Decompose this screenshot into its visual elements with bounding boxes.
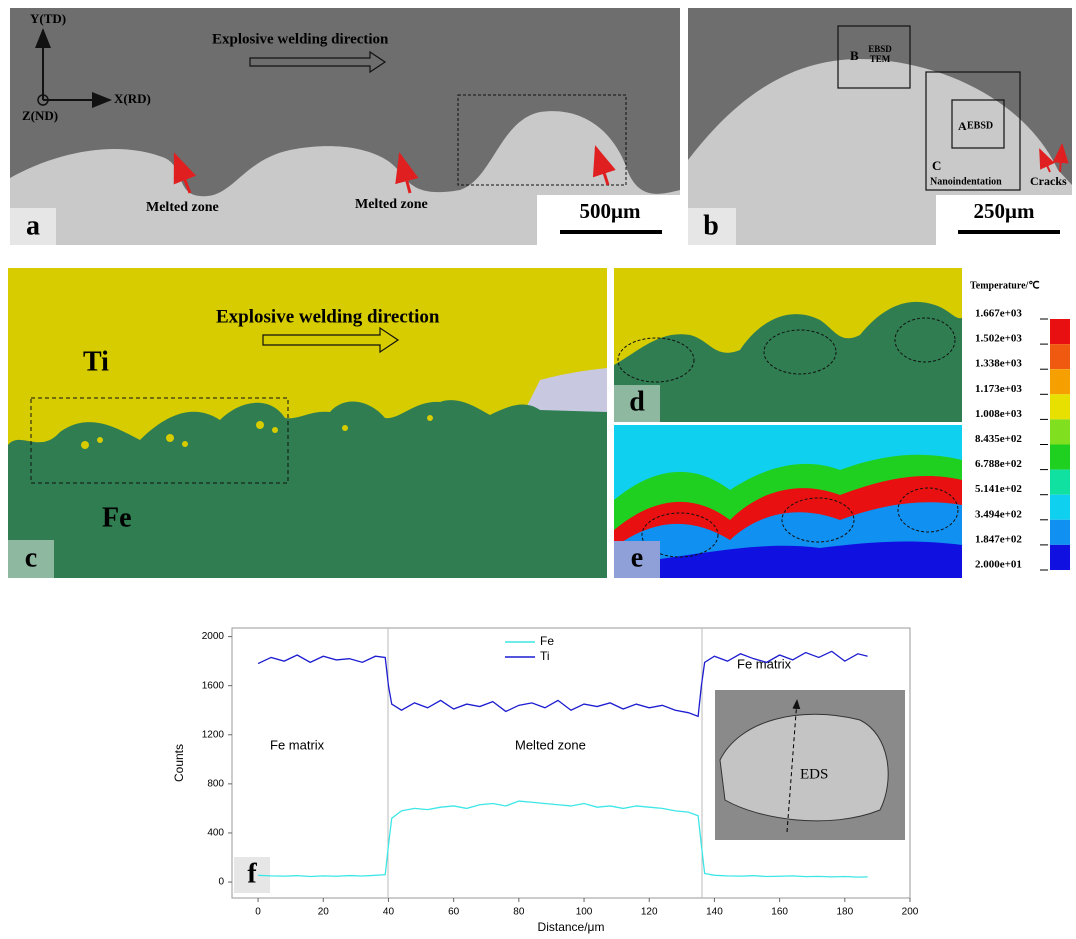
colorbar-label: 1.502e+03 <box>975 333 1022 345</box>
colorbar-label: 2.000e+01 <box>975 559 1022 571</box>
x-tick-label: 80 <box>513 907 525 918</box>
region-letter: B <box>850 48 859 63</box>
panel-letter: a <box>26 210 40 241</box>
colorbar-swatch <box>1050 419 1070 444</box>
colorbar-label: 5.141e+02 <box>975 483 1022 495</box>
colorbar-swatch <box>1050 470 1070 495</box>
sim-fe <box>8 400 607 578</box>
inset-label: EDS <box>800 766 828 782</box>
x-tick-label: 160 <box>771 907 788 918</box>
scale-label: 500μm <box>580 199 641 223</box>
annotation: Fe matrix <box>737 656 792 671</box>
colorbar-label: 1.338e+03 <box>975 358 1022 370</box>
colorbar-swatch <box>1050 520 1070 545</box>
panel-letter: f <box>247 858 257 889</box>
page: { "panel_a": {"letter": "a", "axis_y": "… <box>0 0 1076 939</box>
region-label: EBSD <box>868 44 892 54</box>
region-label: Fe <box>102 502 132 533</box>
region-letter: C <box>932 158 941 173</box>
x-tick-label: 120 <box>641 907 658 918</box>
region-letter: A <box>958 119 967 133</box>
panel-b: B EBSD TEM A EBSD C Nanoindentation Crac… <box>688 8 1072 245</box>
x-tick-label: 40 <box>383 907 395 918</box>
x-tick-label: 100 <box>576 907 593 918</box>
colorbar-swatch <box>1050 545 1070 570</box>
axis-label: Z(ND) <box>22 108 58 123</box>
colorbar-label: 1.008e+03 <box>975 408 1022 420</box>
direction-label: Explosive welding direction <box>216 306 440 327</box>
x-tick-label: 60 <box>448 907 460 918</box>
figure: Y(TD) X(RD) Z(ND) Explosive welding dire… <box>0 0 1076 939</box>
y-tick-label: 1600 <box>202 680 225 691</box>
panel-d: d <box>614 268 962 422</box>
x-tick-label: 200 <box>902 907 919 918</box>
panel-letter: d <box>629 386 645 417</box>
colorbar: Temperature/℃ 1.667e+03 1.502e+03 1.338e+0… <box>970 280 1070 570</box>
y-tick-label: 800 <box>207 779 224 790</box>
inset: EDS <box>715 690 905 840</box>
colorbar-label: 1.847e+02 <box>975 533 1022 545</box>
legend-label: Fe <box>540 634 554 648</box>
y-tick-label: 0 <box>218 877 224 888</box>
y-axis-label: Counts <box>172 744 186 782</box>
colorbar-swatch <box>1050 369 1070 394</box>
colorbar-swatch <box>1050 319 1070 344</box>
panel-c: Explosive welding direction Ti Fe c <box>8 268 607 578</box>
colorbar-label: 1.667e+03 <box>975 308 1022 320</box>
x-tick-label: 180 <box>836 907 853 918</box>
annotation: Melted zone <box>355 197 428 212</box>
panel-f: Counts Distance/μm Fe matrix Melted zone… <box>172 628 919 934</box>
y-tick-label: 1200 <box>202 729 225 740</box>
colorbar-swatch <box>1050 394 1070 419</box>
panel-a: Y(TD) X(RD) Z(ND) Explosive welding dire… <box>10 8 680 245</box>
colorbar-label: 8.435e+02 <box>975 433 1022 445</box>
region-label: TEM <box>870 54 891 64</box>
region-label: Ti <box>83 346 109 377</box>
region-label: EBSD <box>967 120 993 131</box>
annotation: Fe matrix <box>270 737 325 752</box>
y-tick-label: 400 <box>207 828 224 839</box>
scale-label: 250μm <box>974 199 1035 223</box>
colorbar-label: 3.494e+02 <box>975 508 1022 520</box>
axis-label: Y(TD) <box>30 11 66 26</box>
colorbar-swatch <box>1050 445 1070 470</box>
x-tick-label: 140 <box>706 907 723 918</box>
panel-letter: e <box>631 542 643 573</box>
direction-label: Explosive welding direction <box>212 31 389 47</box>
colorbar-title: Temperature/℃ <box>970 280 1040 291</box>
colorbar-swatch <box>1050 344 1070 369</box>
legend-label: Ti <box>540 649 550 663</box>
colorbar-label: 1.173e+03 <box>975 383 1022 395</box>
colorbar-swatch <box>1050 495 1070 520</box>
panel-letter: b <box>703 210 719 241</box>
x-tick-label: 20 <box>318 907 330 918</box>
annotation: Cracks <box>1030 174 1067 188</box>
annotation: Melted zone <box>146 200 219 215</box>
x-tick-label: 0 <box>255 907 261 918</box>
annotation: Melted zone <box>515 737 586 752</box>
axis-label: X(RD) <box>114 91 151 106</box>
region-label: Nanoindentation <box>930 176 1002 187</box>
y-tick-label: 2000 <box>202 631 225 642</box>
colorbar-label: 6.788e+02 <box>975 458 1022 470</box>
x-axis-label: Distance/μm <box>538 920 605 934</box>
panel-letter: c <box>25 542 37 573</box>
panel-e: e <box>614 425 962 578</box>
